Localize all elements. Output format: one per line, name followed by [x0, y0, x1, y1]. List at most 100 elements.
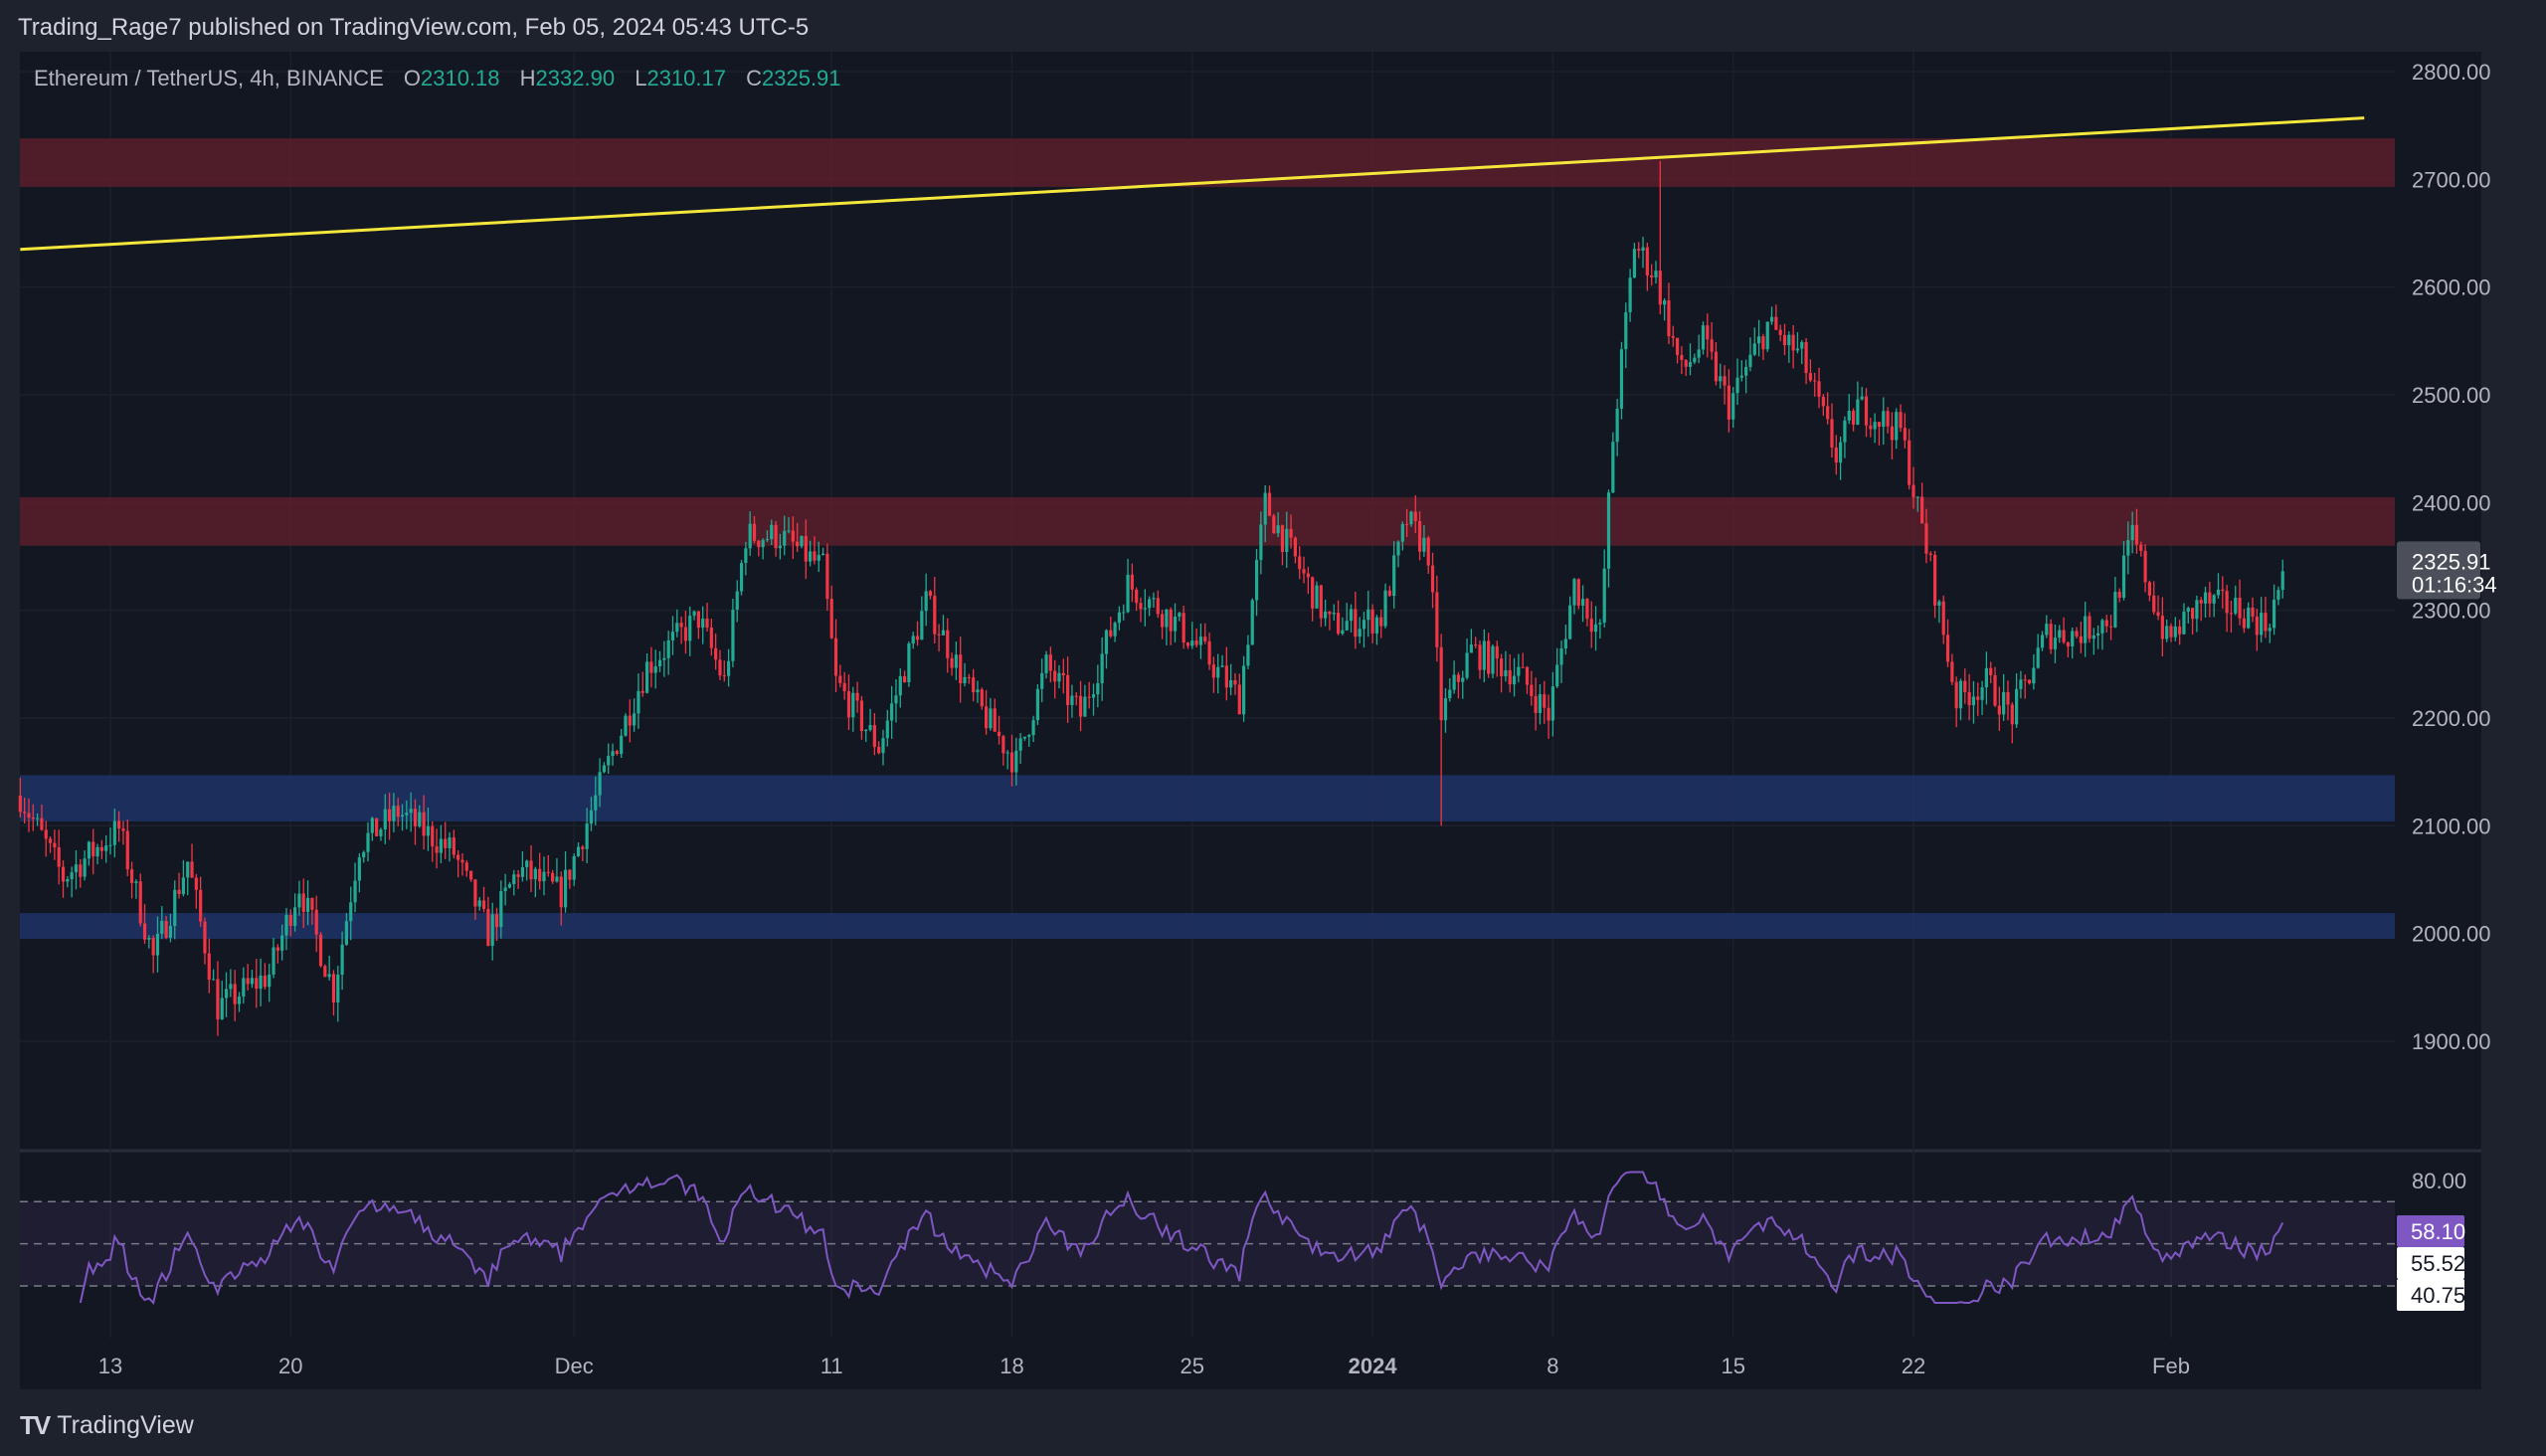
candle — [2268, 623, 2272, 643]
candle — [177, 872, 181, 899]
candle — [1035, 684, 1039, 725]
candle — [1220, 654, 1224, 667]
candle-body — [268, 974, 272, 988]
candle-body — [1456, 674, 1461, 682]
candle-body — [1958, 680, 1963, 709]
candle-body — [640, 690, 644, 693]
candle-body — [108, 844, 112, 846]
candle-body — [1087, 696, 1091, 698]
candle — [237, 992, 242, 1012]
candle — [1328, 611, 1332, 631]
candle-body — [636, 690, 640, 714]
tradingview-logo[interactable]: TV TradingView — [20, 1410, 194, 1441]
candle-body — [452, 837, 455, 855]
candle-body — [1306, 573, 1310, 578]
candle — [2251, 597, 2255, 623]
candle — [1989, 661, 1993, 684]
candle — [375, 818, 379, 837]
candle-body — [2238, 598, 2242, 619]
candle — [486, 896, 490, 947]
candle — [216, 961, 220, 1036]
candle-body — [1233, 679, 1237, 685]
price-axis-label: 2800.00 — [2412, 60, 2491, 85]
time-axis-label: 22 — [1902, 1354, 1925, 1378]
candle-body — [1224, 665, 1228, 688]
candle — [915, 621, 920, 646]
candle-body — [1920, 496, 1924, 524]
candle-body — [121, 828, 125, 831]
candle-body — [1280, 525, 1285, 552]
candle-body — [297, 893, 301, 908]
candle — [907, 640, 911, 687]
candle-body — [688, 616, 692, 641]
candle — [640, 671, 644, 697]
candle-body — [1826, 406, 1830, 420]
candle — [2071, 627, 2075, 659]
candle — [2100, 618, 2104, 650]
candle-body — [1048, 654, 1052, 671]
candle — [2280, 559, 2284, 599]
candle-body — [87, 841, 91, 859]
candle — [370, 817, 374, 841]
candle — [872, 713, 876, 756]
candle — [18, 778, 22, 818]
candle-body — [559, 876, 563, 908]
candle-body — [989, 708, 993, 729]
candle — [340, 931, 344, 991]
candle — [2190, 608, 2195, 635]
candle-body — [649, 661, 653, 673]
candle — [112, 809, 116, 858]
candle — [1731, 387, 1735, 429]
candle-body — [598, 772, 602, 796]
candle-body — [1100, 653, 1104, 683]
candle — [396, 798, 400, 826]
candle — [735, 580, 739, 623]
candle — [633, 698, 636, 732]
candle-body — [1851, 411, 1856, 425]
candle — [310, 897, 314, 925]
candle-body — [2276, 590, 2280, 601]
candle — [1624, 302, 1628, 369]
candle-body — [533, 868, 537, 880]
candle-body — [2229, 613, 2234, 615]
candle — [512, 869, 516, 896]
candle-body — [607, 756, 611, 766]
candle-body — [1117, 612, 1122, 624]
candle — [233, 970, 237, 1021]
candle — [477, 897, 481, 911]
candle-body — [2139, 544, 2143, 551]
candle — [1233, 672, 1237, 695]
candle — [2079, 621, 2083, 653]
candle-body — [1546, 707, 1550, 721]
candle-body — [611, 751, 615, 757]
candle — [1886, 407, 1890, 434]
symbol-title[interactable]: Ethereum / TetherUS, 4h, BINANCE — [34, 66, 384, 91]
candle-body — [581, 846, 585, 849]
candle — [2019, 670, 2023, 699]
candle — [1706, 313, 1710, 358]
candle — [868, 708, 872, 732]
candle-body — [1869, 425, 1873, 430]
candle-body — [1482, 640, 1486, 670]
candle — [611, 743, 615, 766]
candle-body — [224, 989, 229, 999]
candle-body — [1001, 736, 1005, 754]
open-label: O — [403, 66, 421, 91]
candle — [1963, 668, 1967, 704]
candle-body — [1675, 337, 1680, 355]
candle — [288, 909, 292, 937]
candle — [1739, 360, 1743, 382]
candle — [1834, 435, 1838, 475]
candle-body — [1864, 396, 1869, 426]
candle-body — [2190, 608, 2195, 620]
candle — [1053, 659, 1057, 699]
price-axis-label: 2300.00 — [2412, 599, 2491, 624]
candle — [1005, 750, 1009, 770]
candle-body — [2113, 592, 2117, 628]
candle-body — [525, 860, 529, 867]
candle — [1417, 511, 1422, 561]
candle — [516, 869, 520, 889]
candle — [1688, 343, 1693, 376]
candle-body — [469, 870, 473, 880]
